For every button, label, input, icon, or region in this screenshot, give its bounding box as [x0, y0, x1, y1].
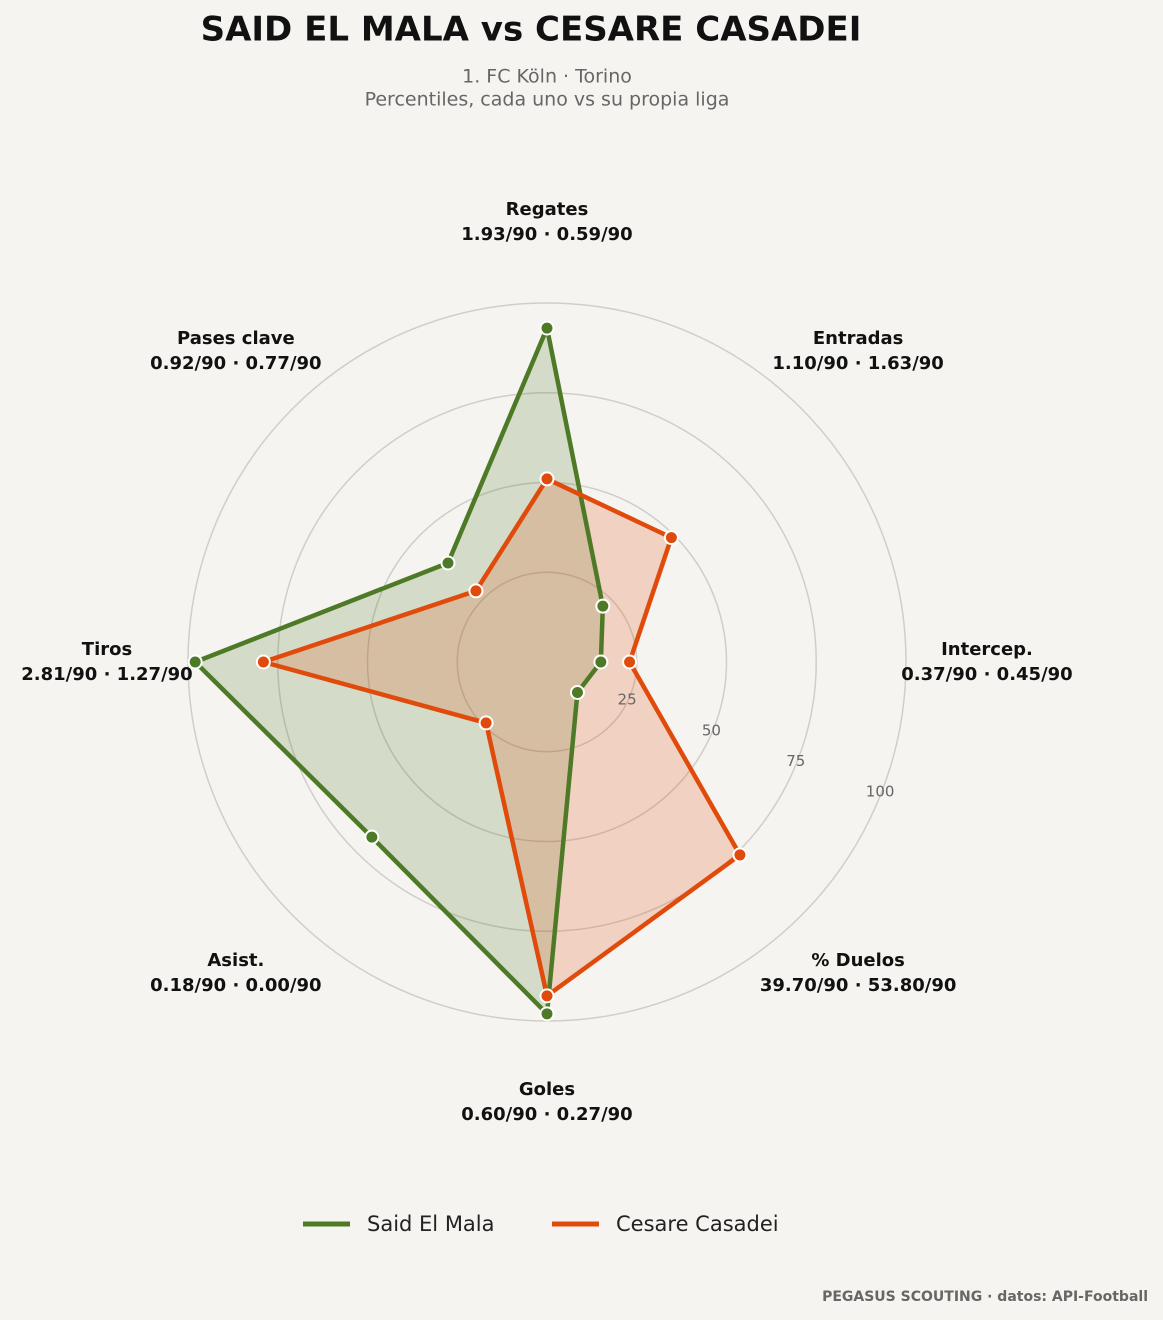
- axis-detail: 0.18/90 · 0.00/90: [150, 975, 321, 996]
- axis-label: Intercep.: [941, 639, 1033, 660]
- axis-detail: 39.70/90 · 53.80/90: [760, 975, 957, 996]
- r-tick-label: 100: [866, 783, 895, 801]
- axis-detail: 1.10/90 · 1.63/90: [772, 353, 943, 374]
- axis-detail: 0.92/90 · 0.77/90: [150, 353, 321, 374]
- series-point: [364, 829, 380, 845]
- axis-label: Entradas: [813, 328, 903, 349]
- series-point: [593, 654, 609, 670]
- axis-detail: 1.93/90 · 0.59/90: [461, 224, 632, 245]
- r-tick-label: 75: [786, 752, 805, 770]
- legend-label: Cesare Casadei: [616, 1212, 779, 1236]
- axis-detail: 2.81/90 · 1.27/90: [21, 664, 192, 685]
- r-tick-label: 25: [618, 691, 637, 709]
- series-point: [732, 847, 748, 863]
- series-point: [478, 715, 494, 731]
- series-point: [663, 530, 679, 546]
- series-point: [622, 654, 638, 670]
- series-point: [187, 654, 203, 670]
- series-point: [569, 684, 585, 700]
- axis-label: Regates: [506, 199, 589, 220]
- chart-title: SAID EL MALA vs CESARE CASADEI: [201, 10, 862, 50]
- grid-ring: [277, 392, 817, 932]
- series-point: [539, 320, 555, 336]
- series-point: [539, 988, 555, 1004]
- series-point: [539, 471, 555, 487]
- axis-detail: 0.60/90 · 0.27/90: [461, 1104, 632, 1125]
- chart-subtitle: 1. FC Köln · Torino: [462, 66, 632, 88]
- series-point: [539, 1006, 555, 1022]
- axis-detail: 0.37/90 · 0.45/90: [901, 664, 1072, 685]
- series-point: [255, 654, 271, 670]
- legend-label: Said El Mala: [367, 1212, 495, 1236]
- footer: PEGASUS SCOUTING · datos: API-Football: [822, 1289, 1148, 1305]
- axis-label: Tiros: [82, 639, 132, 660]
- axis-label: % Duelos: [811, 950, 905, 971]
- series-area: [263, 478, 740, 996]
- series-area: [195, 328, 603, 1014]
- r-tick-label: 50: [702, 721, 721, 739]
- axis-label: Pases clave: [177, 328, 295, 349]
- series-point: [440, 555, 456, 571]
- chart-subtitle: Percentiles, cada uno vs su propia liga: [365, 89, 730, 111]
- series-point: [468, 583, 484, 599]
- axis-label: Asist.: [207, 950, 264, 971]
- series-point: [595, 598, 611, 614]
- axis-label: Goles: [519, 1079, 575, 1100]
